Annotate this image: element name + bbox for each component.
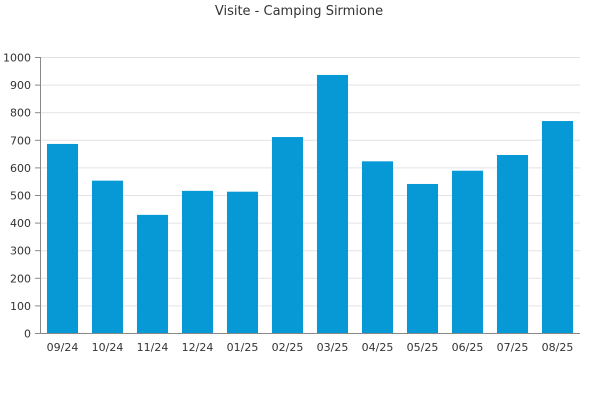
x-tick-label: 09/24 xyxy=(47,341,79,354)
bar-07-25 xyxy=(496,154,529,333)
bar-01-25 xyxy=(226,191,259,333)
bar-06-25 xyxy=(451,170,484,333)
x-tick-labels: 09/24 10/24 11/24 12/24 01/25 02/25 03/25 04/25… xyxy=(47,341,574,354)
x-tick-label: 07/25 xyxy=(497,341,529,354)
x-tick-label: 10/24 xyxy=(92,341,124,354)
bar-03-25 xyxy=(316,74,349,333)
bar-12-24 xyxy=(181,190,214,333)
x-tick-label: 11/24 xyxy=(137,341,169,354)
y-tick-labels: 0 100 200 300 400 500 600 700 800 900 1000 xyxy=(3,52,31,341)
y-tick-label: 900 xyxy=(10,79,31,92)
x-tick-label: 01/25 xyxy=(227,341,259,354)
x-tick-label: 08/25 xyxy=(542,341,574,354)
y-tick-label: 100 xyxy=(10,300,31,313)
y-tick-label: 200 xyxy=(10,272,31,285)
x-tick-label: 05/25 xyxy=(407,341,439,354)
y-tick-label: 500 xyxy=(10,190,31,203)
y-tick-label: 600 xyxy=(10,162,31,175)
bar-10-24 xyxy=(91,180,124,333)
bar-08-25 xyxy=(541,121,574,333)
y-tick-label: 1000 xyxy=(3,52,31,65)
bar-05-25 xyxy=(406,183,439,333)
chart-title: Visite - Camping Sirmione xyxy=(215,4,383,19)
bar-09-24 xyxy=(46,143,79,333)
bars xyxy=(46,74,574,333)
axes xyxy=(35,57,580,334)
x-tick-label: 02/25 xyxy=(272,341,304,354)
y-tick-label: 800 xyxy=(10,107,31,120)
bar-11-24 xyxy=(136,214,169,333)
x-tick-label: 12/24 xyxy=(182,341,214,354)
bar-02-25 xyxy=(271,137,304,333)
grid-lines xyxy=(40,57,580,307)
x-tick-label: 03/25 xyxy=(317,341,349,354)
bar-04-25 xyxy=(361,161,394,333)
y-tick-label: 0 xyxy=(24,328,31,341)
y-tick-label: 700 xyxy=(10,134,31,147)
x-tick-label: 06/25 xyxy=(452,341,484,354)
x-tick-label: 04/25 xyxy=(362,341,394,354)
y-tick-label: 300 xyxy=(10,245,31,258)
y-tick-label: 400 xyxy=(10,217,31,230)
